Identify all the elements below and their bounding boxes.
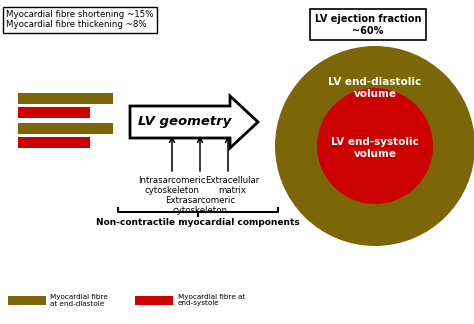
Polygon shape (130, 96, 258, 148)
Bar (18, 123, 113, 134)
Text: LV end-diastolic
volume: LV end-diastolic volume (328, 77, 422, 99)
Text: Myocardial fibre
at end-diastole: Myocardial fibre at end-diastole (50, 294, 108, 307)
Bar (18, 137, 90, 148)
Text: LV geometry: LV geometry (138, 114, 232, 128)
Text: Myocardial fibre at
end-systole: Myocardial fibre at end-systole (178, 294, 246, 307)
Text: LV end-systolic
volume: LV end-systolic volume (331, 137, 419, 159)
Text: Non-contractile myocardial components: Non-contractile myocardial components (96, 218, 300, 227)
Text: Extracellular
matrix: Extracellular matrix (205, 176, 259, 195)
Text: Intrasarcomeric
cytoskeleton: Intrasarcomeric cytoskeleton (138, 176, 206, 195)
Bar (135, 295, 173, 305)
Bar (8, 295, 46, 305)
Bar (18, 93, 113, 104)
Text: Myocardial fibre shortening ~15%
Myocardial fibre thickening ~8%: Myocardial fibre shortening ~15% Myocard… (6, 10, 154, 29)
Circle shape (275, 46, 474, 246)
Text: LV ejection fraction
~60%: LV ejection fraction ~60% (315, 14, 421, 36)
Bar (18, 107, 90, 118)
Circle shape (317, 88, 433, 204)
Text: Extrasarcomeric
cytoskeleton: Extrasarcomeric cytoskeleton (165, 196, 235, 215)
